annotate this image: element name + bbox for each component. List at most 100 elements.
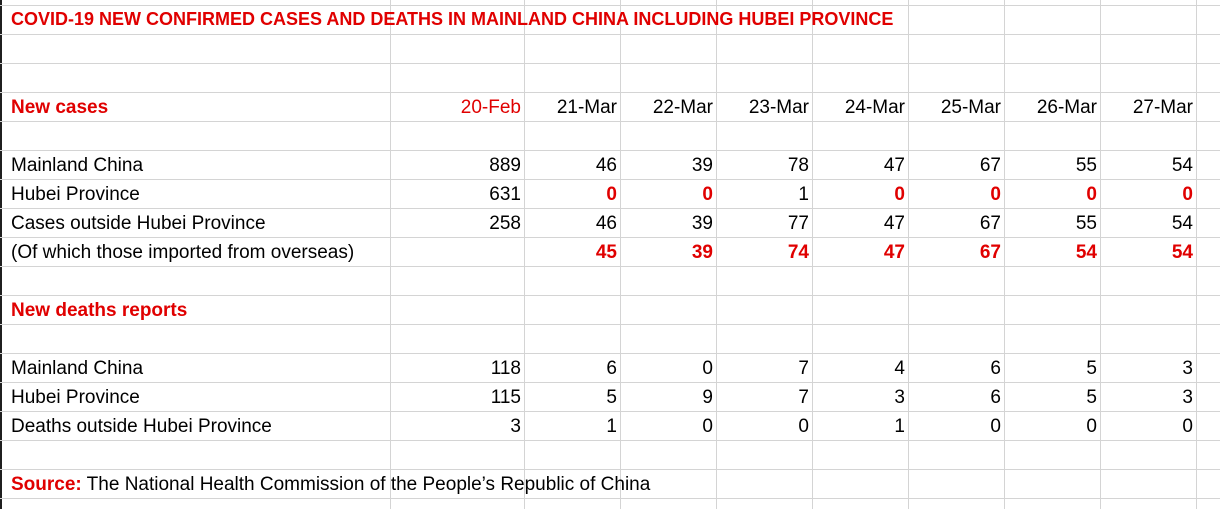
- gridline-v: [524, 0, 525, 509]
- table-cell[interactable]: 54: [1171, 213, 1193, 234]
- table-cell[interactable]: 74: [787, 242, 809, 263]
- gridline-h: [0, 5, 1220, 6]
- table-cell[interactable]: 889: [489, 155, 521, 176]
- table-cell[interactable]: 45: [595, 242, 617, 263]
- table-cell[interactable]: 7: [798, 387, 809, 408]
- table-cell[interactable]: 5: [1086, 387, 1097, 408]
- table-cell[interactable]: 115: [490, 387, 521, 408]
- gridline-h: [0, 63, 1220, 64]
- table-cell[interactable]: 39: [691, 242, 713, 263]
- gridline-h: [0, 469, 1220, 470]
- table-cell[interactable]: 47: [883, 155, 905, 176]
- table-cell[interactable]: 0: [894, 184, 905, 205]
- table-cell[interactable]: 118: [490, 358, 521, 379]
- table-cell[interactable]: 0: [798, 416, 809, 437]
- table-cell[interactable]: 0: [1182, 184, 1193, 205]
- table-cell[interactable]: 0: [702, 416, 713, 437]
- gridline-h: [0, 150, 1220, 151]
- date-header[interactable]: 22-Mar: [652, 97, 713, 118]
- row-label[interactable]: Hubei Province: [11, 387, 140, 408]
- gridline-h: [0, 34, 1220, 35]
- table-cell[interactable]: 1: [798, 184, 809, 205]
- table-cell[interactable]: 3: [1182, 387, 1193, 408]
- gridline-v: [812, 0, 813, 509]
- table-cell[interactable]: 0: [1086, 184, 1097, 205]
- table-cell[interactable]: 47: [883, 213, 905, 234]
- gridline-v: [620, 0, 621, 509]
- date-header[interactable]: 27-Mar: [1132, 97, 1193, 118]
- table-cell[interactable]: 6: [990, 387, 1001, 408]
- table-cell[interactable]: 77: [787, 213, 809, 234]
- table-cell[interactable]: 0: [1182, 416, 1193, 437]
- table-cell[interactable]: 55: [1075, 213, 1097, 234]
- table-cell[interactable]: 78: [787, 155, 809, 176]
- row-label[interactable]: Cases outside Hubei Province: [11, 213, 266, 234]
- table-cell[interactable]: 3: [510, 416, 521, 437]
- table-cell[interactable]: 0: [990, 416, 1001, 437]
- gridline-v: [716, 0, 717, 509]
- gridline-h: [0, 179, 1220, 180]
- gridline-h: [0, 208, 1220, 209]
- new-cases-label[interactable]: New cases: [11, 97, 109, 118]
- table-cell[interactable]: 39: [691, 155, 713, 176]
- table-cell[interactable]: 5: [606, 387, 617, 408]
- table-cell[interactable]: 0: [702, 358, 713, 379]
- table-cell[interactable]: 9: [702, 387, 713, 408]
- table-cell[interactable]: 5: [1086, 358, 1097, 379]
- row-label[interactable]: Deaths outside Hubei Province: [11, 416, 272, 437]
- table-cell[interactable]: [392, 238, 521, 267]
- date-header[interactable]: 23-Mar: [748, 97, 809, 118]
- table-cell[interactable]: 0: [1086, 416, 1097, 437]
- table-cell[interactable]: 54: [1171, 155, 1193, 176]
- gridline-h: [0, 411, 1220, 412]
- table-cell[interactable]: 47: [883, 242, 905, 263]
- table-cell[interactable]: 6: [606, 358, 617, 379]
- table-cell[interactable]: 631: [489, 184, 521, 205]
- gridline-v: [1196, 0, 1197, 509]
- gridline-v: [1004, 0, 1005, 509]
- table-cell[interactable]: 54: [1171, 242, 1193, 263]
- table-cell[interactable]: 67: [979, 155, 1001, 176]
- row-label[interactable]: Mainland China: [11, 358, 144, 379]
- table-cell[interactable]: 46: [595, 155, 617, 176]
- table-cell[interactable]: 4: [894, 358, 905, 379]
- new-deaths-label[interactable]: New deaths reports: [11, 300, 188, 321]
- date-header[interactable]: 21-Mar: [556, 97, 617, 118]
- table-cell[interactable]: 1: [894, 416, 905, 437]
- gridline-h: [0, 353, 1220, 354]
- gridline-h: [0, 295, 1220, 296]
- date-header[interactable]: 25-Mar: [940, 97, 1001, 118]
- row-label[interactable]: Mainland China: [11, 155, 144, 176]
- sheet-title[interactable]: COVID-19 NEW CONFIRMED CASES AND DEATHS …: [11, 9, 894, 29]
- table-cell[interactable]: 54: [1075, 242, 1097, 263]
- column-boundary: [0, 0, 2, 509]
- table-cell[interactable]: 55: [1075, 155, 1097, 176]
- table-cell[interactable]: 3: [894, 387, 905, 408]
- row-label[interactable]: (Of which those imported from overseas): [11, 242, 355, 263]
- table-cell[interactable]: 46: [595, 213, 617, 234]
- table-cell[interactable]: 67: [979, 213, 1001, 234]
- gridline-h: [0, 92, 1220, 93]
- table-cell[interactable]: 67: [979, 242, 1001, 263]
- table-cell[interactable]: 0: [702, 184, 713, 205]
- source-label: Source:: [11, 474, 82, 495]
- table-cell[interactable]: 0: [990, 184, 1001, 205]
- table-cell[interactable]: 0: [606, 184, 617, 205]
- table-cell[interactable]: 6: [990, 358, 1001, 379]
- date-header[interactable]: 26-Mar: [1036, 97, 1097, 118]
- date-header[interactable]: 20-Feb: [460, 97, 521, 118]
- gridline-h: [0, 237, 1220, 238]
- gridline-h: [0, 324, 1220, 325]
- date-header[interactable]: 24-Mar: [844, 97, 905, 118]
- row-label[interactable]: Hubei Province: [11, 184, 140, 205]
- table-cell[interactable]: 39: [691, 213, 713, 234]
- table-cell[interactable]: 7: [798, 358, 809, 379]
- source-text: The National Health Commission of the Pe…: [81, 474, 651, 495]
- source-note[interactable]: Source: The National Health Commission o…: [11, 470, 650, 499]
- table-cell[interactable]: 3: [1182, 358, 1193, 379]
- table-cell[interactable]: 258: [489, 213, 521, 234]
- gridline-h: [0, 266, 1220, 267]
- gridline-h: [0, 382, 1220, 383]
- table-cell[interactable]: 1: [606, 416, 617, 437]
